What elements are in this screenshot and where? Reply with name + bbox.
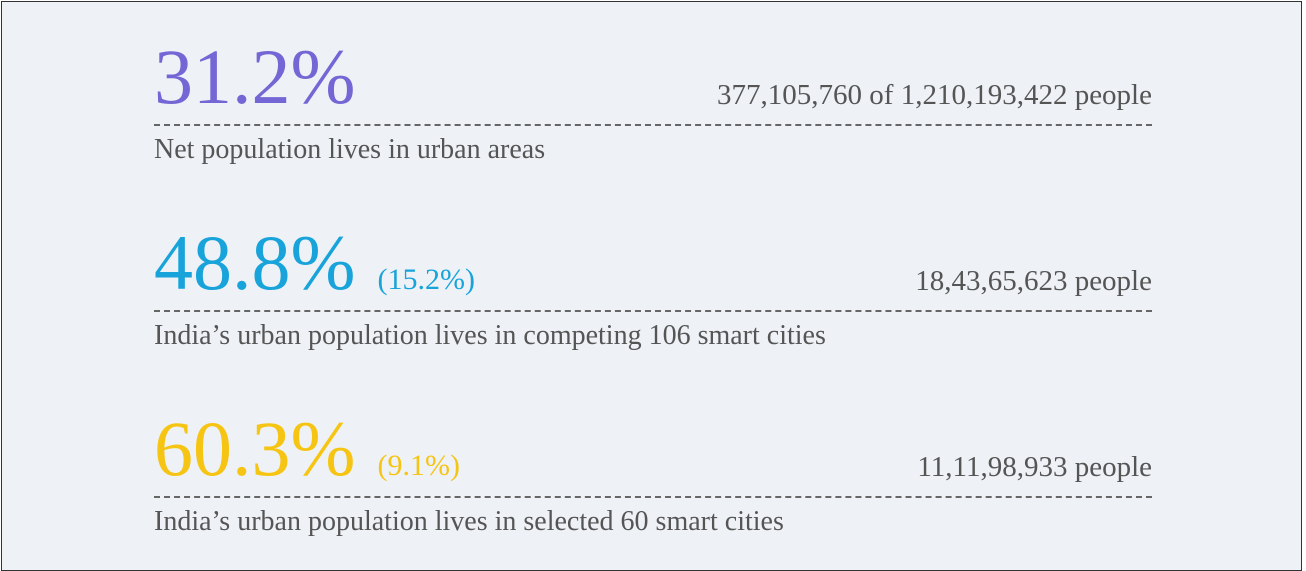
stat-count: 377,105,760 of 1,210,193,422 people (717, 79, 1152, 111)
stat-value: 48.8% (154, 219, 356, 306)
stat-description: India’s urban population lives in select… (154, 506, 784, 537)
stat-sub-value: (15.2%) (377, 263, 475, 296)
stat-count: 18,43,65,623 people (915, 265, 1152, 297)
stat-row: 60.3% (9.1%) 11,11,98,933 people India’s ur… (154, 388, 1152, 538)
stat-description: Net population lives in urban areas (154, 134, 546, 165)
stat-value: 31.2% (154, 33, 356, 120)
stat-value: 60.3% (154, 405, 356, 492)
stat-description: India’s urban population lives in compet… (154, 320, 826, 351)
stat-count: 11,11,98,933 people (917, 451, 1152, 483)
dashed-rule (154, 310, 1152, 312)
stat-block: 31.2% (154, 38, 355, 116)
stat-block: 48.8% (15.2%) (154, 224, 475, 302)
stat-sub-value: (9.1%) (377, 449, 460, 482)
dashed-rule (154, 124, 1152, 126)
stat-block: 60.3% (9.1%) (154, 410, 460, 488)
stat-row: 48.8% (15.2%) 18,43,65,623 people India’s u… (154, 202, 1152, 352)
stat-row: 31.2% 377,105,760 of 1,210,193,422 people… (154, 16, 1152, 166)
dashed-rule (154, 496, 1152, 498)
